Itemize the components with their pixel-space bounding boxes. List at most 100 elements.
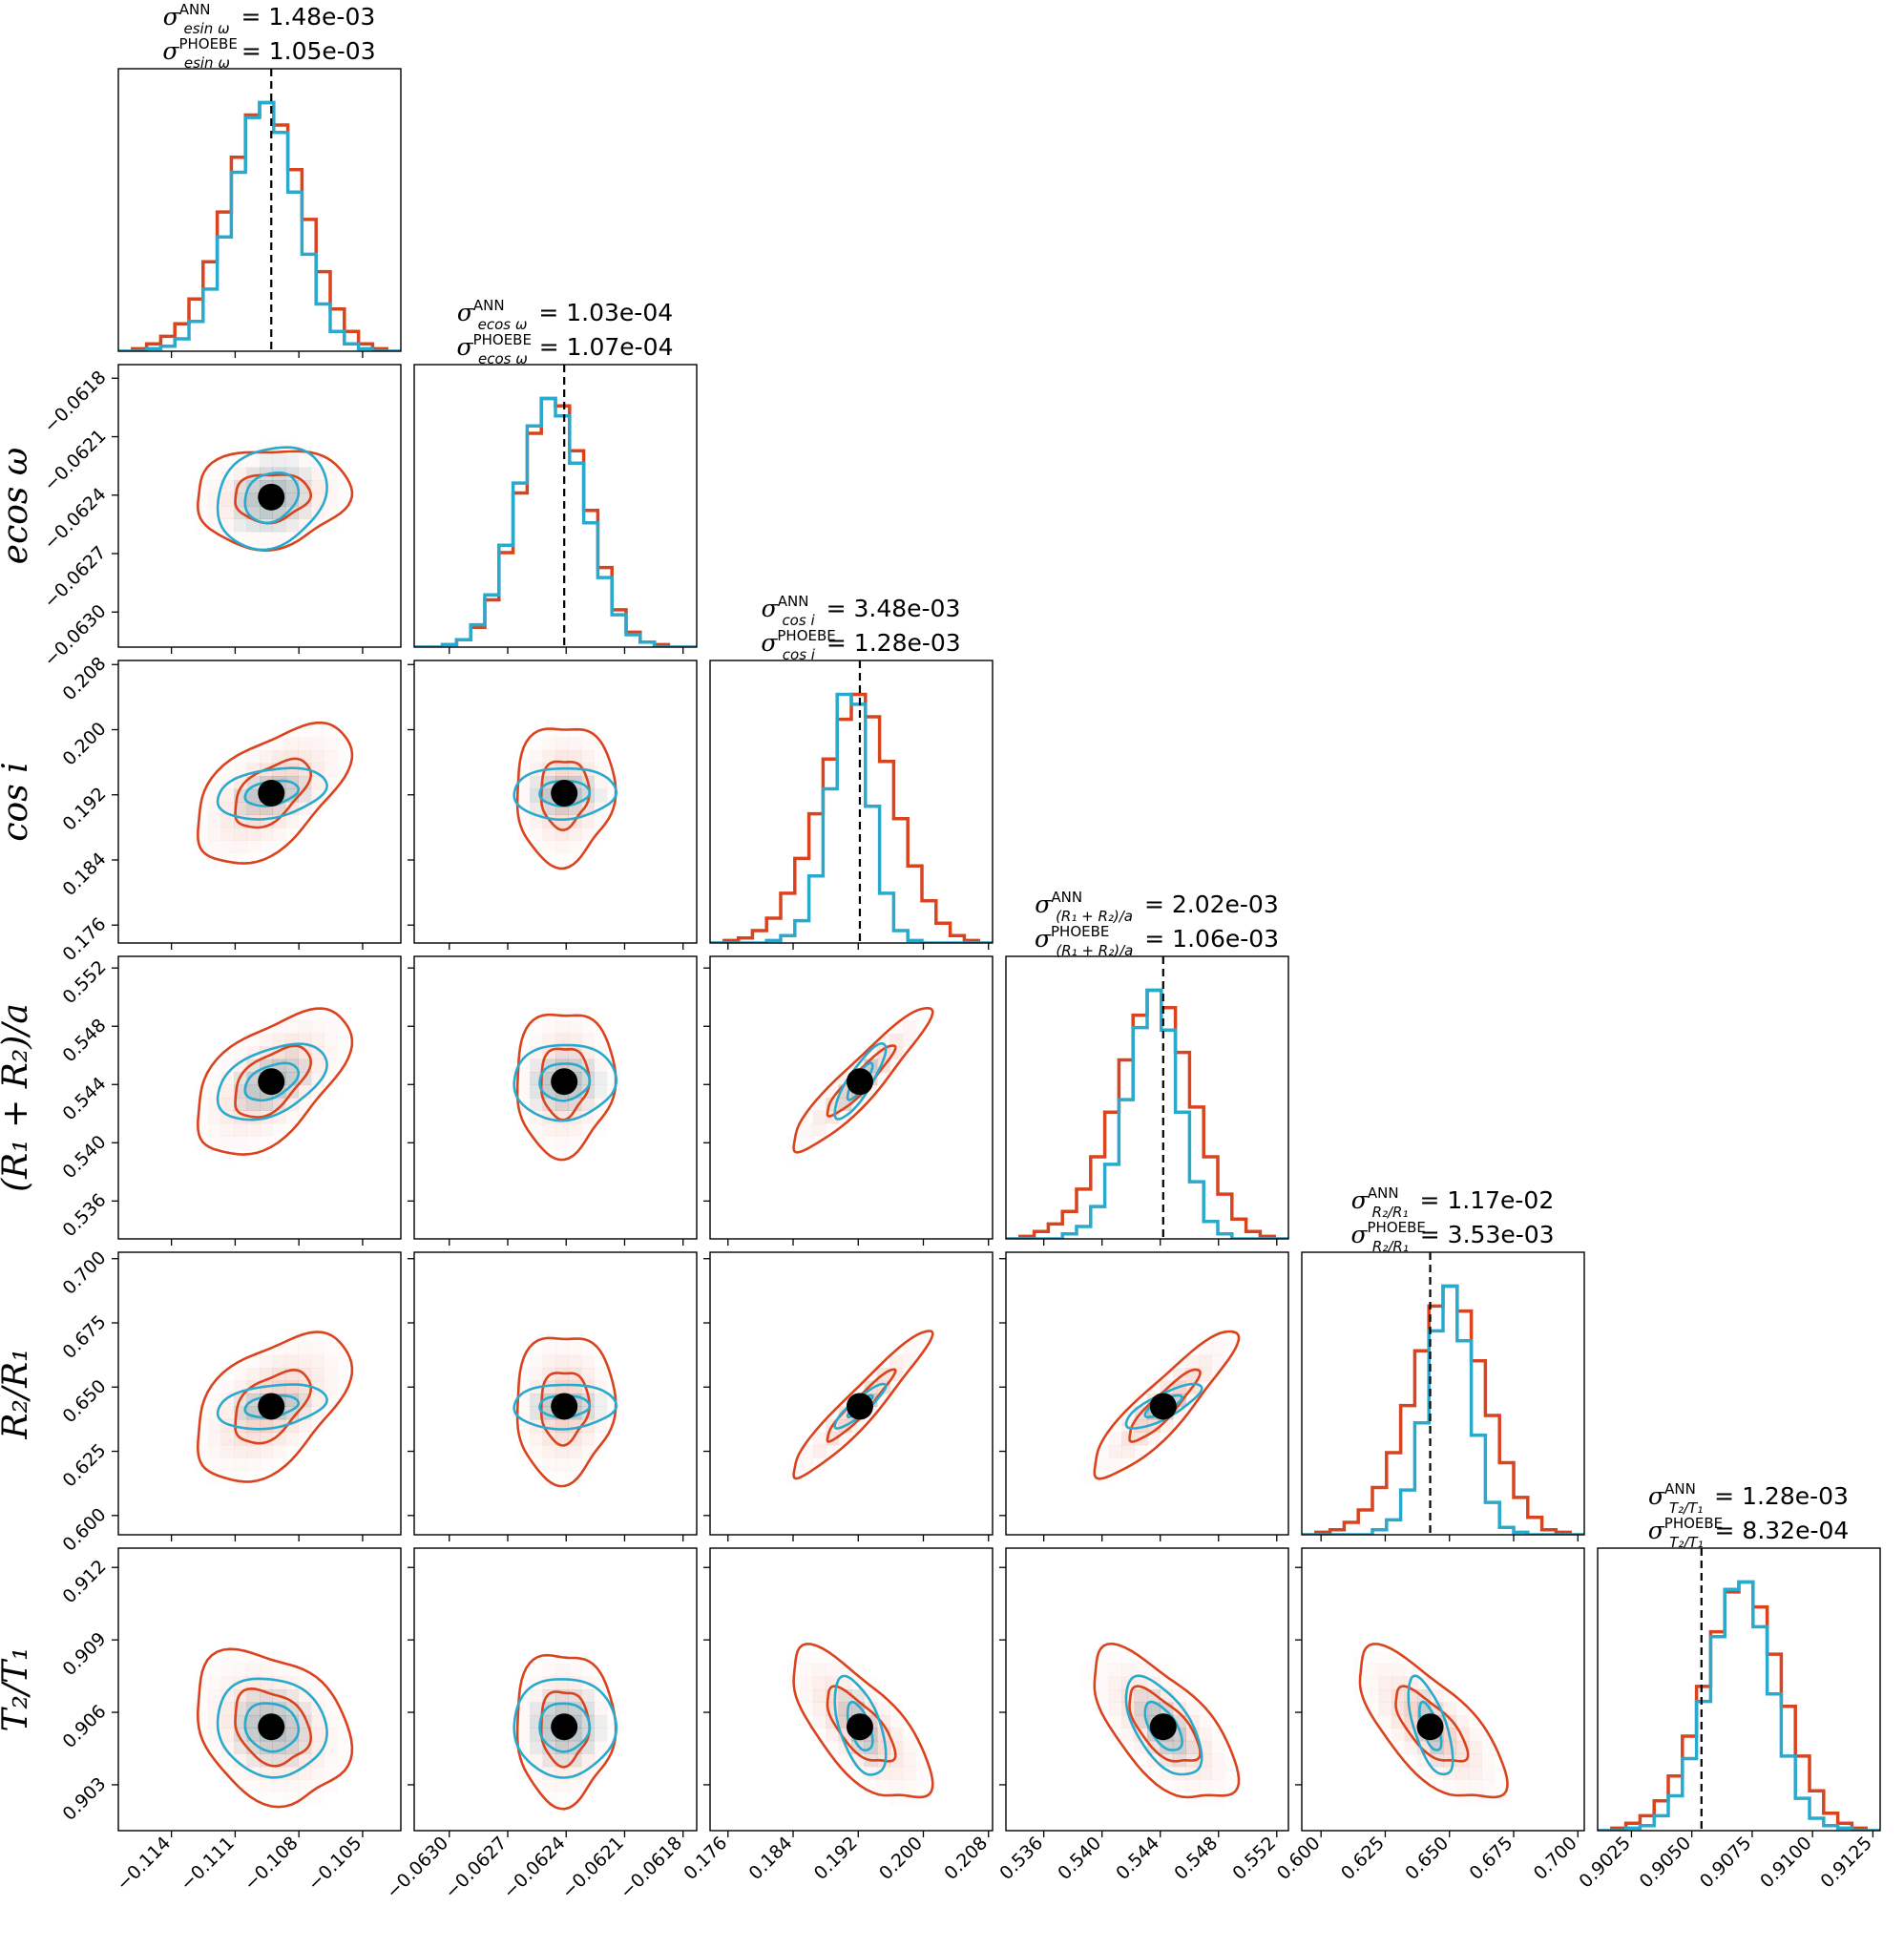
y-tick-label: 0.906 — [59, 1701, 111, 1752]
y-tick-label: 0.700 — [59, 1247, 111, 1299]
contour-phoebe-inner — [243, 779, 301, 807]
ylabel-t2t1: T₂/T₁ — [0, 1646, 35, 1731]
y-tick-label: 0.909 — [59, 1628, 111, 1680]
x-tick-label: 0.9125 — [1816, 1833, 1876, 1893]
truth-point — [1149, 1713, 1177, 1741]
contour-phoebe-outer — [513, 1678, 618, 1779]
contour-ann-outer — [196, 1647, 354, 1809]
x-tick-label: 0.540 — [1054, 1833, 1105, 1884]
hist-phoebe-esinw — [118, 100, 401, 351]
sigma-ann-ecosw: σANN ecos ω = 1.03e-04 — [457, 297, 673, 333]
contour-ann-outer — [196, 1007, 354, 1156]
panel-r2r1-vs-r1r2a — [999, 1251, 1289, 1541]
truth-point — [551, 1713, 578, 1741]
x-tick-label: 0.192 — [810, 1833, 862, 1884]
hist-phoebe-r1r2a — [1006, 988, 1288, 1239]
x-tick-label: 0.9100 — [1756, 1833, 1816, 1893]
hist-ann-cosi — [710, 692, 993, 943]
contour-phoebe-outer — [513, 766, 618, 821]
x-tick-label: −0.0618 — [616, 1833, 686, 1903]
contour-phoebe-inner — [538, 1702, 592, 1753]
ylabel-cosi: cos i — [0, 762, 35, 841]
hist-ann-ecosw — [414, 396, 697, 647]
panel-t2t1-vs-t2t1: 0.9025 0.9050 0.9075 0.9100 0.9125 — [1575, 1547, 1881, 1893]
axis-labels: esin ω ecos ω cos i (R₁ + R₂)/a R₂/R₁ T₂/T₁ ec… — [0, 448, 1782, 1949]
contour-ann-inner — [1128, 1368, 1202, 1443]
xlabel-r2r1: R₂/R₁ — [1396, 1945, 1488, 1949]
contour-ann-outer — [196, 450, 354, 553]
contour-ann-outer — [515, 1013, 617, 1162]
truth-point — [258, 1068, 285, 1096]
xlabel-esinw: esin ω — [204, 1945, 314, 1949]
contour-phoebe-outer — [833, 1674, 888, 1776]
x-tick-label: 0.536 — [995, 1833, 1047, 1884]
truth-point — [258, 1393, 285, 1420]
contour-ann-inner — [1394, 1685, 1470, 1763]
y-tick-label: 0.200 — [59, 718, 111, 769]
y-tick-label: 0.552 — [59, 956, 111, 1008]
x-tick-label: 0.9075 — [1696, 1833, 1756, 1893]
y-tick-label: 0.912 — [59, 1556, 111, 1607]
contour-phoebe-outer — [1124, 1674, 1203, 1776]
corner-panels: −0.0630−0.0627−0.0624−0.0621−0.06180.176… — [40, 68, 1881, 1903]
panel-r1r2a-vs-r1r2a — [1005, 955, 1289, 1246]
x-tick-label: 0.9025 — [1575, 1833, 1635, 1893]
contour-phoebe-outer — [513, 1043, 618, 1122]
panel-t2t1-vs-r1r2a: 0.536 0.540 0.544 0.548 0.552 — [995, 1547, 1289, 1884]
contour-phoebe-outer — [1407, 1674, 1454, 1776]
truth-point — [846, 1393, 873, 1420]
panel-esinw-vs-esinw — [117, 68, 402, 358]
x-tick-label: 0.675 — [1466, 1833, 1517, 1884]
truth-point — [258, 483, 285, 511]
y-tick-label: 0.600 — [59, 1504, 111, 1556]
xlabel-ecosw: ecos ω — [497, 1945, 614, 1949]
contour-ann-inner — [234, 757, 313, 829]
hist-phoebe-cosi — [710, 692, 993, 943]
y-tick-label: 0.903 — [59, 1773, 111, 1825]
y-tick-label: 0.544 — [59, 1073, 111, 1124]
contour-phoebe-inner — [243, 472, 301, 525]
x-tick-label: 0.625 — [1337, 1833, 1389, 1884]
contour-ann-outer — [792, 1007, 934, 1154]
x-tick-label: 0.700 — [1530, 1833, 1581, 1884]
truth-point — [551, 780, 578, 807]
x-tick-label: 0.650 — [1401, 1833, 1453, 1884]
ylabel-ecosw: ecos ω — [0, 448, 35, 564]
xlabel-cosi: cos i — [811, 1945, 890, 1949]
x-tick-label: 0.184 — [745, 1833, 797, 1884]
contour-phoebe-outer — [1124, 1382, 1203, 1430]
sigma-ann-r2r1: σANN R₂/R₁ = 1.17e-02 — [1351, 1184, 1554, 1221]
x-tick-label: −0.108 — [240, 1833, 302, 1895]
contour-ann-outer — [196, 1331, 354, 1483]
hist-ann-esinw — [118, 100, 401, 351]
contour-phoebe-outer — [216, 766, 328, 821]
truth-point — [551, 1393, 578, 1420]
x-tick-label: 0.176 — [680, 1833, 731, 1884]
y-tick-label: 0.536 — [59, 1189, 111, 1241]
contour-ann-inner — [1128, 1685, 1202, 1763]
contour-phoebe-outer — [216, 446, 328, 552]
contour-ann-outer — [1093, 1642, 1241, 1799]
hist-ann-t2t1 — [1598, 1580, 1880, 1831]
x-tick-label: −0.111 — [177, 1833, 239, 1895]
panel-r1r2a-vs-cosi — [703, 955, 994, 1246]
xlabel-t2t1: T₂/T₁ — [1696, 1945, 1781, 1949]
contour-phoebe-outer — [216, 1383, 328, 1431]
sigma-phoebe-r2r1: σPHOEBE R₂/R₁ = 3.53e-03 — [1350, 1219, 1554, 1255]
contour-ann-outer — [1358, 1643, 1509, 1799]
sigma-phoebe-esinw: σPHOEBE esin ω = 1.05e-03 — [162, 35, 375, 72]
sigma-phoebe-ecosw: σPHOEBE ecos ω = 1.07e-04 — [457, 331, 674, 367]
contour-ann-outer — [792, 1643, 934, 1799]
y-tick-label: 0.650 — [59, 1375, 111, 1427]
x-tick-label: 0.548 — [1170, 1833, 1222, 1884]
contour-ann-inner — [539, 760, 592, 831]
ylabel-r1r2a: (R₁ + R₂)/a — [0, 1003, 35, 1192]
panel-t2t1-vs-ecosw: −0.0630−0.0627−0.0624−0.0621−0.0618 — [382, 1547, 698, 1903]
truth-point — [846, 1068, 873, 1096]
contour-ann-outer — [515, 1653, 617, 1811]
contour-phoebe-inner — [538, 1062, 592, 1102]
x-tick-label: −0.0627 — [441, 1833, 512, 1903]
contour-ann-outer — [792, 1330, 934, 1480]
contour-phoebe-inner — [538, 1394, 592, 1419]
